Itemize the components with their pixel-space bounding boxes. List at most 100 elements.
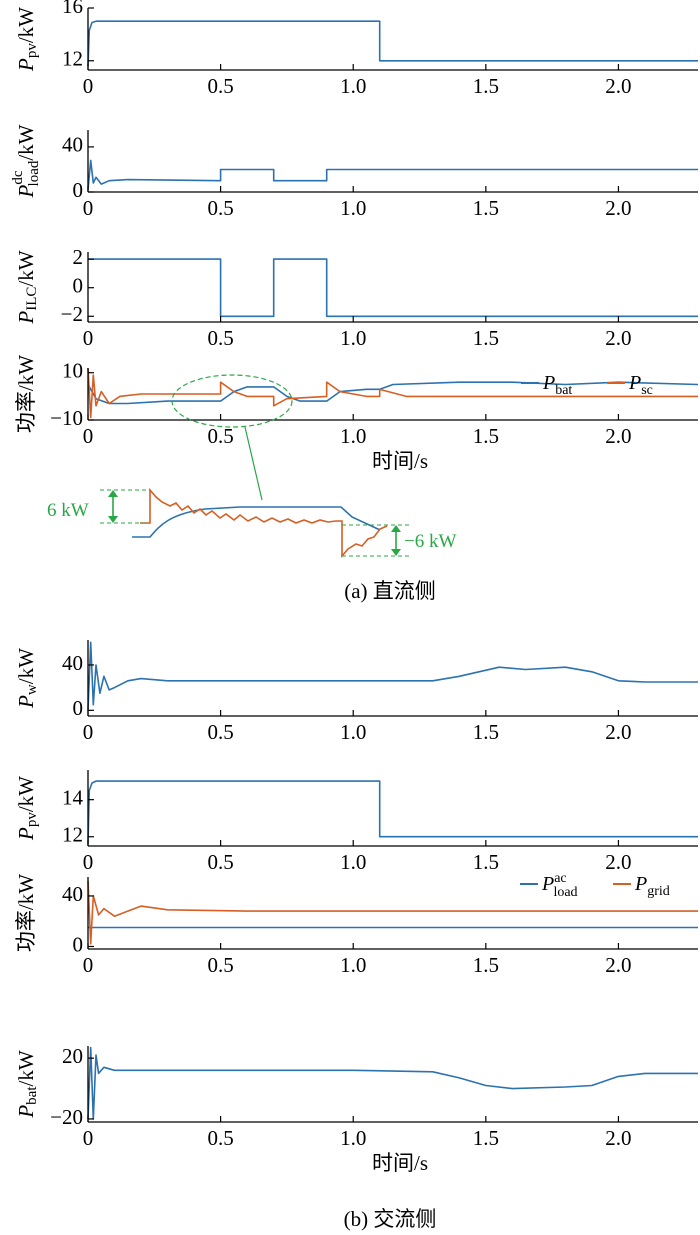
caption-a: (a) 直流侧 bbox=[344, 579, 436, 603]
subplot-b2: 0 0.5 1.0 1.5 2.0 12 14 Ppv/kW bbox=[14, 770, 698, 874]
x-tick-label: 0 bbox=[83, 953, 94, 977]
series-line-0 bbox=[88, 160, 698, 189]
y-axis-label: 功率/kW bbox=[14, 874, 38, 952]
x-tick-label: 0.5 bbox=[207, 74, 233, 98]
x-tick-label: 2.0 bbox=[605, 326, 631, 350]
x-tick-label: 0.5 bbox=[207, 424, 233, 448]
subplot-b1: 0 0.5 1.0 1.5 2.0 0 40 Pw/kW bbox=[14, 640, 698, 744]
x-tick-label: 2.0 bbox=[605, 196, 631, 220]
zoom-label-up: 6 kW bbox=[47, 500, 89, 521]
x-tick-label: 2.0 bbox=[605, 74, 631, 98]
zoom-arrowhead-up-bottom bbox=[108, 516, 118, 523]
x-tick-label: 2.0 bbox=[605, 953, 631, 977]
y-tick-label: 40 bbox=[62, 651, 83, 675]
y-tick-label: −2 bbox=[61, 302, 83, 326]
x-tick-label: 0 bbox=[83, 74, 94, 98]
legend-label: Pac load bbox=[541, 871, 578, 900]
x-tick-label: 0 bbox=[83, 196, 94, 220]
x-tick-label: 1.0 bbox=[340, 326, 366, 350]
legend-label: Psc bbox=[628, 372, 653, 398]
y-tick-label: 14 bbox=[62, 785, 84, 809]
caption-b: (b) 交流侧 bbox=[344, 1207, 437, 1231]
x-tick-label: 1.0 bbox=[340, 196, 366, 220]
zoom-arrowhead-up-top bbox=[108, 490, 118, 497]
series-line-0 bbox=[88, 781, 698, 844]
x-tick-label: 1.5 bbox=[473, 74, 499, 98]
x-tick-label: 1.0 bbox=[340, 74, 366, 98]
y-tick-label: 0 bbox=[73, 274, 84, 298]
x-tick-label: 0 bbox=[83, 720, 94, 744]
x-tick-label: 0.5 bbox=[207, 196, 233, 220]
x-tick-label: 0.5 bbox=[207, 720, 233, 744]
y-tick-label: 12 bbox=[62, 823, 83, 847]
y-tick-label: 40 bbox=[62, 882, 83, 906]
x-tick-label: 1.0 bbox=[340, 720, 366, 744]
series-line-0 bbox=[88, 1048, 698, 1120]
y-axis-label: 功率/kW bbox=[14, 355, 38, 433]
x-tick-label: 1.5 bbox=[473, 326, 499, 350]
x-tick-label: 0 bbox=[83, 850, 94, 874]
figure: 0 0.5 1.0 1.5 2.01216Ppv/kW0 0.5 1.0 1.5 2.0040P… bbox=[0, 0, 700, 1235]
x-tick-label: 1.5 bbox=[473, 196, 499, 220]
y-tick-label: 0 bbox=[73, 932, 84, 956]
y-tick-label: 20 bbox=[62, 1044, 83, 1068]
x-tick-label: 0.5 bbox=[207, 326, 233, 350]
y-tick-label: 40 bbox=[62, 133, 83, 157]
legend-label: Pgrid bbox=[634, 873, 670, 899]
subplot-b3: 0 0.5 1.0 1.5 2.0 0 40 功率/kW Pac load Pgrid bbox=[14, 871, 698, 977]
x-tick-label: 2.0 bbox=[605, 850, 631, 874]
y-tick-label: −10 bbox=[50, 406, 83, 430]
zoom-line-sc bbox=[140, 490, 387, 556]
y-axis-label: Pbat/kW bbox=[14, 1050, 41, 1118]
y-axis-label: Ppv/kW bbox=[14, 776, 41, 841]
series-line-Pgrid bbox=[88, 881, 698, 944]
x-tick-label: 1.0 bbox=[340, 424, 366, 448]
x-tick-label: 0 bbox=[83, 326, 94, 350]
x-tick-label: 2.0 bbox=[605, 720, 631, 744]
x-tick-label: 1.0 bbox=[340, 1126, 366, 1150]
x-tick-label: 1.0 bbox=[340, 850, 366, 874]
subplot-a1: 0 0.5 1.0 1.5 2.0 12 16 Ppv/kW bbox=[14, 0, 698, 98]
x-tick-label: 2.0 bbox=[605, 424, 631, 448]
legend: Pac load Pgrid bbox=[520, 871, 670, 900]
x-tick-label: 2.0 bbox=[605, 1126, 631, 1150]
zoom-arrowhead-down-top bbox=[391, 525, 401, 532]
y-tick-label: 0 bbox=[73, 178, 84, 202]
y-axis-label: Pw/kW bbox=[14, 648, 41, 709]
y-tick-label: 16 bbox=[62, 0, 83, 18]
y-tick-label: −20 bbox=[50, 1105, 83, 1129]
y-axis-label: Pdcload/kW bbox=[10, 124, 42, 198]
series-line-0 bbox=[88, 259, 698, 316]
x-tick-label: 0.5 bbox=[207, 953, 233, 977]
x-axis-label: 时间/s bbox=[372, 449, 428, 473]
y-tick-label: 0 bbox=[73, 696, 84, 720]
legend-label: Pbat bbox=[542, 372, 572, 398]
x-tick-label: 0.5 bbox=[207, 1126, 233, 1150]
series-line-0 bbox=[88, 642, 698, 710]
series-line-0 bbox=[88, 21, 698, 66]
y-axis-label: Ppv/kW bbox=[14, 7, 41, 72]
subplot-a2: 0 0.5 1.0 1.5 2.0 0 40 Pdcload/kW bbox=[10, 124, 698, 220]
x-tick-label: 1.5 bbox=[473, 424, 499, 448]
x-tick-label: 1.0 bbox=[340, 953, 366, 977]
y-axis-label: PILC/kW bbox=[14, 250, 41, 324]
x-tick-label: 0 bbox=[83, 1126, 94, 1150]
zoom-leader-line bbox=[245, 427, 262, 500]
x-tick-label: 1.5 bbox=[473, 1126, 499, 1150]
x-tick-label: 1.5 bbox=[473, 953, 499, 977]
zoom-label-down: −6 kW bbox=[404, 531, 456, 552]
subplot-b4: 0 0.5 1.0 1.5 2.0 −20 20 Pbat/kW 时间/s bbox=[14, 1044, 698, 1175]
y-tick-label: 12 bbox=[62, 47, 83, 71]
zoom-arrowhead-down-bottom bbox=[391, 549, 401, 556]
series-line-Psc bbox=[88, 368, 698, 418]
x-tick-label: 1.5 bbox=[473, 720, 499, 744]
x-tick-label: 0.5 bbox=[207, 850, 233, 874]
x-tick-label: 1.5 bbox=[473, 850, 499, 874]
x-axis-label: 时间/s bbox=[372, 1151, 428, 1175]
y-tick-label: 2 bbox=[73, 245, 84, 269]
legend: Pbat Psc bbox=[521, 372, 653, 398]
y-tick-label: 10 bbox=[62, 359, 83, 383]
x-tick-label: 0 bbox=[83, 424, 94, 448]
subplot-a4: 0 0.5 1.0 1.5 2.0 −10 10 功率/kW 时间/s Pbat Psc bbox=[14, 355, 698, 473]
